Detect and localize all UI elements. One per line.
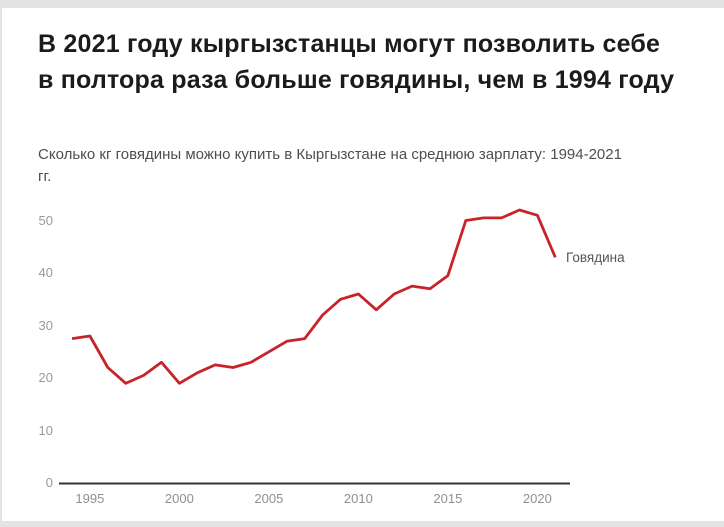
y-tick-label: 20 (38, 370, 53, 385)
chart-headline: В 2021 году кыргызстанцы могут позволить… (38, 30, 675, 94)
window-edge-top (0, 0, 724, 8)
x-tick-label: 2015 (433, 491, 463, 506)
y-tick-label: 50 (38, 212, 53, 228)
window-edge-left (0, 0, 2, 527)
x-tick-label: 2010 (343, 491, 373, 506)
y-tick-label: 40 (38, 265, 53, 280)
x-tick-label: 2005 (254, 491, 284, 506)
beef-line (71, 208, 557, 385)
y-tick-label: 0 (45, 475, 53, 490)
y-tick-label: 10 (38, 422, 53, 438)
y-tick-label: 30 (38, 317, 53, 333)
x-tick-label: 2000 (164, 491, 194, 506)
series-label: Говядина (566, 250, 625, 265)
window-edge-bottom (0, 521, 724, 527)
x-tick-label: 2020 (522, 491, 552, 506)
chart-subtitle: Сколько кг говядины можно купить в Кыргы… (38, 146, 622, 185)
x-tick-label: 1995 (75, 491, 105, 506)
